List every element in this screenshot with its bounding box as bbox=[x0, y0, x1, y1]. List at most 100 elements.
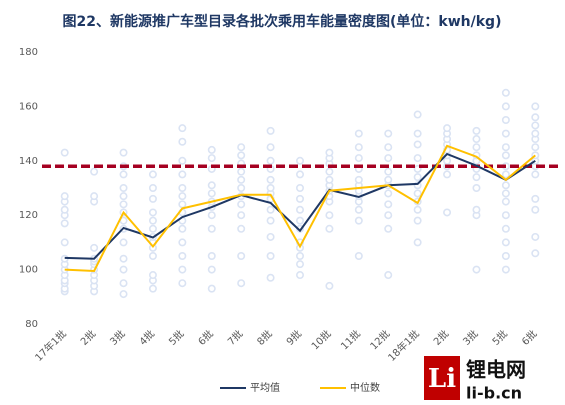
scatter-point bbox=[325, 224, 334, 233]
scatter-point bbox=[295, 156, 304, 165]
scatter-point bbox=[501, 181, 510, 190]
scatter-point bbox=[384, 211, 393, 220]
scatter-point bbox=[148, 208, 157, 217]
scatter-point bbox=[413, 238, 422, 247]
scatter-point bbox=[384, 271, 393, 280]
scatter-point bbox=[148, 216, 157, 225]
x-tick-label: 6批 bbox=[519, 327, 540, 348]
scatter-point bbox=[266, 126, 275, 135]
x-tick-label: 7批 bbox=[225, 327, 246, 348]
scatter-point bbox=[443, 124, 452, 133]
scatter-point bbox=[354, 216, 363, 225]
scatter-point bbox=[178, 124, 187, 133]
scatter-point bbox=[237, 175, 246, 184]
scatter-point bbox=[531, 129, 540, 138]
scatter-point bbox=[531, 249, 540, 258]
x-tick-label: 12批 bbox=[367, 327, 392, 352]
legend-label: 平均值 bbox=[250, 381, 280, 394]
scatter-point bbox=[501, 197, 510, 206]
scatter-point bbox=[266, 205, 275, 214]
x-tick-label: 8批 bbox=[254, 327, 275, 348]
x-tick-label: 5批 bbox=[489, 327, 510, 348]
scatter-point bbox=[501, 143, 510, 152]
scatter-point bbox=[501, 265, 510, 274]
scatter-point bbox=[148, 170, 157, 179]
scatter-point bbox=[325, 281, 334, 290]
scatter-point bbox=[148, 252, 157, 261]
scatter-point bbox=[119, 148, 128, 157]
scatter-point bbox=[531, 143, 540, 152]
scatter-point bbox=[207, 252, 216, 261]
y-tick-label: 100 bbox=[19, 265, 38, 276]
scatter-point bbox=[354, 175, 363, 184]
x-tick-label: 4批 bbox=[136, 327, 157, 348]
scatter-point bbox=[501, 116, 510, 125]
scatter-point bbox=[266, 143, 275, 152]
scatter-point bbox=[207, 284, 216, 293]
logo-text: Li bbox=[428, 364, 456, 394]
x-tick-label: 10批 bbox=[308, 327, 333, 352]
scatter-point bbox=[295, 184, 304, 193]
scatter-point bbox=[295, 260, 304, 269]
scatter-point bbox=[266, 252, 275, 261]
scatter-point bbox=[119, 192, 128, 201]
scatter-point bbox=[178, 137, 187, 146]
x-tick-label: 17年1批 bbox=[32, 327, 69, 364]
scatter-point bbox=[119, 200, 128, 209]
scatter-point bbox=[413, 154, 422, 163]
scatter-point bbox=[531, 121, 540, 130]
scatter-point bbox=[207, 154, 216, 163]
scatter-point bbox=[413, 205, 422, 214]
y-tick-label: 120 bbox=[19, 210, 38, 221]
scatter-point bbox=[501, 252, 510, 261]
chart-title: 图22、新能源推广车型目录各批次乘用车能量密度图(单位：kwh/kg) bbox=[63, 13, 502, 30]
scatter-point bbox=[237, 167, 246, 176]
scatter-point bbox=[472, 184, 481, 193]
scatter-point bbox=[178, 200, 187, 209]
scatter-point bbox=[325, 211, 334, 220]
scatter-point bbox=[384, 143, 393, 152]
scatter-point bbox=[531, 170, 540, 179]
scatter-point bbox=[178, 238, 187, 247]
scatter-point bbox=[119, 184, 128, 193]
scatter-point bbox=[472, 173, 481, 182]
scatter-point bbox=[472, 143, 481, 152]
x-tick-label: 6批 bbox=[195, 327, 216, 348]
scatter-point bbox=[60, 192, 69, 201]
scatter-point bbox=[178, 252, 187, 261]
scatter-point bbox=[472, 265, 481, 274]
scatter-point bbox=[501, 189, 510, 198]
scatter-point bbox=[237, 279, 246, 288]
x-tick-label: 3批 bbox=[460, 327, 481, 348]
scatter-point bbox=[90, 192, 99, 201]
scatter-point bbox=[413, 140, 422, 149]
scatter-point bbox=[295, 252, 304, 261]
scatter-point bbox=[295, 170, 304, 179]
scatter-point bbox=[354, 205, 363, 214]
x-tick-label: 3批 bbox=[107, 327, 128, 348]
logo-box bbox=[424, 356, 460, 400]
scatter-point bbox=[237, 143, 246, 152]
scatter-point bbox=[266, 273, 275, 282]
scatter-point bbox=[501, 88, 510, 97]
scatter-point bbox=[207, 145, 216, 154]
scatter-point bbox=[207, 211, 216, 220]
scatter-point bbox=[354, 252, 363, 261]
scatter-point bbox=[531, 194, 540, 203]
y-tick-label: 80 bbox=[25, 319, 38, 330]
scatter-point bbox=[531, 102, 540, 111]
scatter-point bbox=[148, 184, 157, 193]
series-line bbox=[64, 144, 536, 272]
scatter-point bbox=[501, 224, 510, 233]
scatter-point bbox=[266, 232, 275, 241]
scatter-point bbox=[295, 216, 304, 225]
scatter-point bbox=[501, 238, 510, 247]
scatter-point bbox=[60, 148, 69, 157]
scatter-point bbox=[531, 113, 540, 122]
legend-label: 中位数 bbox=[350, 381, 380, 394]
scatter-point bbox=[413, 110, 422, 119]
watermark-name: 锂电网 bbox=[466, 358, 526, 382]
scatter-point bbox=[119, 238, 128, 247]
